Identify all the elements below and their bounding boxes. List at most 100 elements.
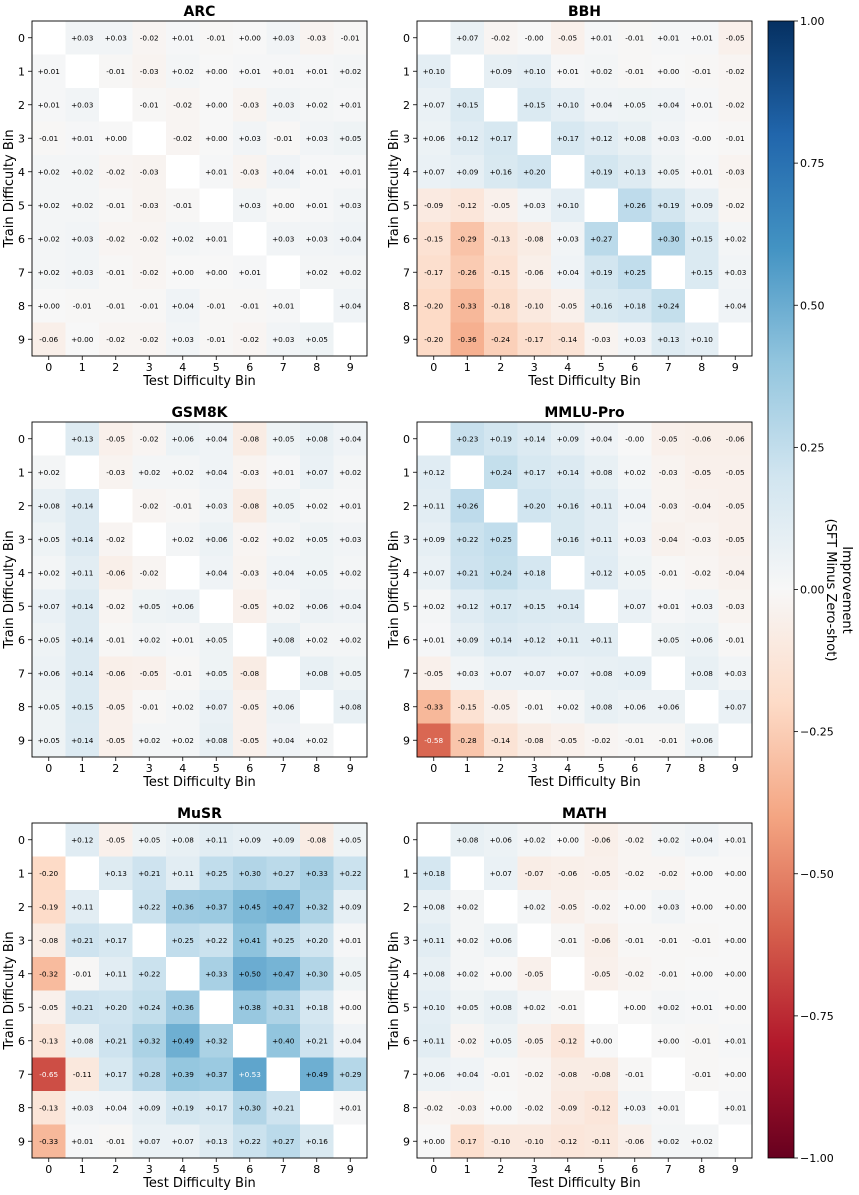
cell-label: -0.19 <box>39 902 58 911</box>
y-tick-label: 4 <box>403 968 410 981</box>
heatmap-cell <box>32 856 66 891</box>
heatmap-cell <box>266 723 301 758</box>
cell-label: +0.07 <box>38 602 61 611</box>
y-tick-label: 7 <box>18 266 25 279</box>
cell-label: +0.32 <box>205 1036 227 1045</box>
heatmap-cell <box>450 990 485 1025</box>
heatmap-cell <box>618 322 652 357</box>
heatmap-cell <box>233 255 267 290</box>
cell-label: +0.16 <box>557 501 580 510</box>
x-tick-label: 6 <box>246 762 253 775</box>
cell-label: +0.02 <box>138 468 160 477</box>
heatmap-cell <box>99 623 133 657</box>
heatmap-cell <box>685 222 719 256</box>
cell-label: +0.15 <box>691 268 713 277</box>
cell-label: -0.06 <box>592 936 611 945</box>
heatmap-cell <box>584 255 619 290</box>
heatmap-cell <box>450 455 485 490</box>
cell-label: -0.08 <box>39 936 58 945</box>
heatmap-cell <box>65 422 100 456</box>
heatmap-cell <box>132 723 167 758</box>
x-tick-label: 5 <box>598 762 605 775</box>
cell-label: +0.04 <box>590 100 613 109</box>
heatmap-cell <box>65 88 100 122</box>
cell-label: +0.14 <box>71 635 94 644</box>
cell-label: +0.05 <box>272 501 294 510</box>
heatmap-cell <box>333 957 368 991</box>
chart-title: ARC <box>184 4 216 20</box>
heatmap-cell <box>266 422 301 456</box>
heatmap-cell <box>166 656 200 691</box>
x-tick-label: 7 <box>665 361 672 374</box>
cell-label: +0.30 <box>239 869 262 878</box>
heatmap-cell <box>417 690 451 724</box>
cell-label: -0.02 <box>592 902 611 911</box>
heatmap-cell <box>484 422 518 456</box>
x-tick-label: 3 <box>531 1163 538 1176</box>
cell-label: -0.26 <box>458 268 477 277</box>
cell-label: +0.00 <box>624 1003 647 1012</box>
heatmap-cell <box>300 623 334 657</box>
cell-label: +0.10 <box>423 1003 446 1012</box>
cell-label: +0.02 <box>172 736 194 745</box>
heatmap-cell <box>99 1057 133 1092</box>
cell-label: +0.02 <box>624 468 646 477</box>
cell-label: +0.10 <box>523 67 546 76</box>
heatmap-cell <box>32 1124 66 1159</box>
cell-label: -0.01 <box>173 501 192 510</box>
cell-label: -0.05 <box>558 736 577 745</box>
heatmap-panels: ARC +0.03 +0.03 -0.02 +0.01 -0.01 +0.00 +0.03 -0… <box>2 4 753 1191</box>
cell-label: +0.24 <box>657 301 680 310</box>
cell-label: +0.03 <box>239 201 262 210</box>
cell-label: +0.01 <box>272 468 294 477</box>
cell-label: -0.03 <box>240 468 259 477</box>
cell-label: +0.15 <box>523 100 545 109</box>
cell-label: -0.05 <box>491 702 510 711</box>
heatmap-cell <box>584 690 619 724</box>
heatmap-cell <box>300 1124 334 1159</box>
cell-label: -0.05 <box>558 301 577 310</box>
cell-label: +0.04 <box>339 1036 362 1045</box>
heatmap-cell <box>99 957 133 991</box>
heatmap-cell <box>166 890 200 924</box>
heatmap-cell <box>300 957 334 991</box>
cell-label: +0.01 <box>339 100 361 109</box>
y-tick-label: 7 <box>403 667 410 680</box>
heatmap-cell <box>266 1057 301 1092</box>
cell-label: +0.05 <box>138 602 160 611</box>
heatmap-cell <box>300 556 334 590</box>
y-tick-label: 1 <box>18 466 25 479</box>
heatmap-cell <box>685 422 719 456</box>
heatmap-cell <box>651 957 686 991</box>
cell-label: -0.00 <box>692 134 711 143</box>
heatmap-cell <box>99 121 133 156</box>
cell-label: +0.00 <box>205 134 228 143</box>
heatmap-cell <box>266 54 301 89</box>
cell-label: +0.08 <box>624 134 647 143</box>
heatmap-cell <box>718 1057 753 1092</box>
heatmap-cell <box>65 322 100 357</box>
heatmap-cell <box>166 1057 200 1092</box>
heatmap-cell <box>199 155 234 189</box>
cell-label: +0.11 <box>557 635 579 644</box>
y-tick-label: 6 <box>18 1035 25 1048</box>
heatmap-cell <box>517 623 552 657</box>
cell-label: +0.07 <box>172 1137 195 1146</box>
cell-label: +0.08 <box>172 835 195 844</box>
cell-label: +0.12 <box>590 568 612 577</box>
cell-label: -0.33 <box>39 1137 58 1146</box>
cell-label: +0.01 <box>724 835 746 844</box>
cell-label: +0.19 <box>490 434 513 443</box>
heatmap-cell <box>450 88 485 122</box>
heatmap-cell <box>618 422 652 456</box>
heatmap-cell <box>417 957 451 991</box>
cell-label: +0.20 <box>105 1003 128 1012</box>
heatmap-cell <box>584 289 619 323</box>
heatmap-cell <box>618 289 652 323</box>
heatmap-cell <box>65 690 100 724</box>
cell-label: +0.04 <box>272 167 295 176</box>
heatmap-cell <box>166 188 200 223</box>
heatmap-cell <box>266 188 301 223</box>
heatmap-cell <box>551 556 585 590</box>
y-tick-label: 3 <box>18 132 25 145</box>
